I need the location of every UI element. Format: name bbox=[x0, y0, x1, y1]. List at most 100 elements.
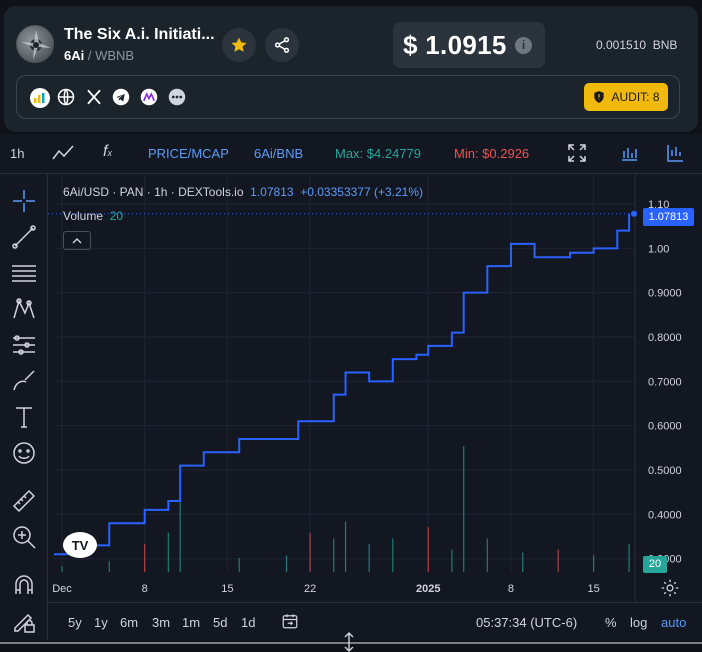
volume-bar bbox=[628, 544, 630, 572]
favorite-button[interactable] bbox=[222, 28, 256, 62]
share-icon bbox=[274, 37, 290, 53]
resize-divider bbox=[0, 642, 702, 644]
indicators-fx-icon[interactable]: fx bbox=[103, 143, 112, 160]
range-5y[interactable]: 5y bbox=[68, 615, 82, 630]
y-tick-label: 0.6000 bbox=[648, 421, 682, 433]
resize-handle[interactable] bbox=[0, 632, 702, 652]
forecast-icon[interactable] bbox=[11, 332, 37, 358]
pair-toggle[interactable]: 6Ai/BNB bbox=[254, 146, 304, 161]
volume-bar bbox=[167, 532, 169, 572]
token-pair: WBNB bbox=[95, 48, 135, 63]
share-button[interactable] bbox=[265, 28, 299, 62]
usd-price: $ 1.0915 bbox=[403, 30, 507, 60]
token-symbol-text: 6Ai bbox=[64, 48, 85, 63]
percent-toggle[interactable]: % bbox=[605, 615, 617, 630]
telegram-icon[interactable] bbox=[112, 88, 130, 106]
token-symbol: 6Ai / WBNB bbox=[64, 48, 134, 63]
x-twitter-icon[interactable] bbox=[85, 88, 103, 106]
website-globe-icon[interactable] bbox=[57, 88, 75, 106]
y-tick-label: 0.5000 bbox=[648, 465, 682, 477]
y-tick-label: 0.9000 bbox=[648, 288, 682, 300]
bnb-price: 0.001510 BNB bbox=[596, 38, 677, 52]
auto-toggle[interactable]: auto bbox=[661, 615, 687, 630]
volume-bar bbox=[344, 521, 347, 572]
token-pair-sep: / bbox=[84, 48, 96, 63]
y-tick-label: 0.4000 bbox=[648, 509, 682, 521]
legend-change: +0.03353377 (+3.21%) bbox=[300, 185, 423, 199]
log-toggle[interactable]: log bbox=[630, 615, 648, 630]
emoji-icon[interactable] bbox=[11, 440, 37, 466]
audit-badge[interactable]: AUDIT: 8 bbox=[584, 83, 668, 111]
volume-bar bbox=[593, 555, 595, 572]
volume-bar bbox=[238, 558, 240, 572]
price-display: $ 1.0915 i bbox=[393, 22, 545, 68]
tradingview-logo[interactable]: TV bbox=[63, 532, 97, 558]
x-tick-label: 22 bbox=[304, 583, 316, 595]
x-tick-label: 8 bbox=[508, 583, 514, 595]
dextools-icon[interactable] bbox=[30, 88, 50, 108]
ruler-icon[interactable] bbox=[11, 488, 37, 514]
range-1m[interactable]: 1m bbox=[182, 615, 201, 630]
horizontal-lines-icon[interactable] bbox=[11, 260, 37, 286]
info-icon[interactable]: i bbox=[515, 37, 532, 54]
y-tick-label: 1.00 bbox=[648, 243, 669, 255]
range-1y[interactable]: 1y bbox=[94, 615, 108, 630]
last-price-tag: 1.07813 bbox=[643, 208, 694, 226]
token-header: The Six A.i. Initiati... 6Ai / WBNB $ 1.… bbox=[0, 0, 702, 134]
fullscreen-icon[interactable] bbox=[568, 144, 586, 165]
brush-icon[interactable] bbox=[11, 368, 37, 394]
bars-icon[interactable] bbox=[666, 144, 684, 165]
volume-bar bbox=[144, 544, 146, 572]
volume-legend-value: 20 bbox=[109, 209, 124, 223]
volume-legend-label: Volume bbox=[63, 209, 104, 223]
range-5d[interactable]: 5d bbox=[213, 615, 228, 630]
collapse-legend-button[interactable] bbox=[63, 231, 91, 250]
last-price-dot bbox=[631, 210, 637, 217]
x-tick-label: 15 bbox=[221, 583, 233, 595]
shield-icon bbox=[594, 91, 605, 103]
text-tool-icon[interactable] bbox=[11, 404, 37, 430]
time-display[interactable]: 05:37:34 (UTC-6) bbox=[476, 615, 578, 630]
interval-selector[interactable]: 1h bbox=[10, 146, 25, 161]
legend-last: 1.07813 bbox=[250, 185, 294, 199]
more-options-icon[interactable] bbox=[168, 88, 186, 106]
x-tick-label: Dec bbox=[52, 583, 72, 595]
drawing-toolbar bbox=[0, 174, 48, 652]
volume-bar bbox=[486, 538, 488, 572]
trendline-icon[interactable] bbox=[11, 224, 37, 250]
lock-drawings-icon[interactable] bbox=[11, 608, 37, 634]
volume-bar bbox=[333, 538, 335, 572]
token-card bbox=[4, 6, 698, 132]
y-tick-label: 0.8000 bbox=[648, 332, 682, 344]
range-1d[interactable]: 1d bbox=[241, 615, 256, 630]
x-tick-label: 2025 bbox=[416, 583, 440, 595]
token-name: The Six A.i. Initiati... bbox=[64, 26, 215, 43]
range-3m[interactable]: 3m bbox=[152, 615, 171, 630]
price-line bbox=[54, 213, 631, 556]
price-chart[interactable]: 1.10 1.00 0.9000 0.8000 0.7000 0.6000 0.5000 0.… bbox=[48, 174, 702, 602]
candles-icon[interactable] bbox=[620, 144, 638, 165]
date-range-icon[interactable] bbox=[281, 612, 299, 633]
tracker-icon[interactable] bbox=[140, 88, 158, 106]
volume-bar bbox=[285, 555, 288, 572]
volume-bar bbox=[463, 446, 465, 572]
pattern-icon[interactable] bbox=[11, 296, 37, 322]
magnet-icon[interactable] bbox=[11, 572, 37, 598]
range-bar: 5y 1y 6m 3m 1m 5d 1d 05:37:34 (UTC-6) % log au… bbox=[48, 602, 702, 640]
volume-bar bbox=[179, 499, 181, 572]
price-mcap-toggle[interactable]: PRICE/MCAP bbox=[148, 146, 229, 161]
chart-canvas[interactable]: 1.101.000.90000.80000.70000.60000.50000.… bbox=[48, 174, 702, 602]
chevron-up-icon bbox=[72, 237, 82, 243]
crosshair-icon[interactable] bbox=[11, 188, 37, 214]
star-icon bbox=[231, 37, 247, 52]
range-6m[interactable]: 6m bbox=[120, 615, 139, 630]
chart-toolbar: 1h fx PRICE/MCAP 6Ai/BNB Max: $4.24779 M… bbox=[0, 134, 702, 174]
x-tick-label: 15 bbox=[588, 583, 600, 595]
volume-bar bbox=[309, 532, 311, 572]
bnb-price-unit: BNB bbox=[652, 38, 678, 52]
chart-settings-icon[interactable] bbox=[660, 578, 680, 603]
chart-type-line-icon[interactable] bbox=[52, 144, 74, 165]
x-tick-label: 8 bbox=[142, 583, 148, 595]
min-price: Min: $0.2926 bbox=[454, 146, 530, 161]
zoom-icon[interactable] bbox=[11, 524, 37, 550]
